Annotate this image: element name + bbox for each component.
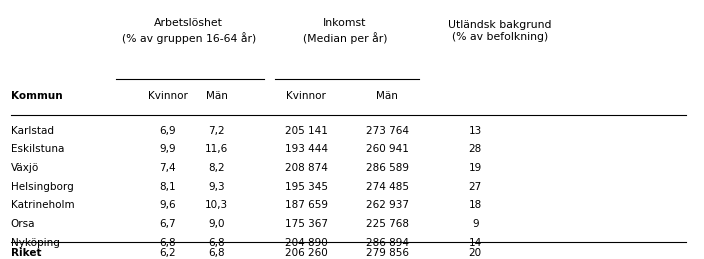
Text: Karlstad: Karlstad	[11, 126, 54, 136]
Text: 6,9: 6,9	[159, 126, 176, 136]
Text: 204 890: 204 890	[285, 238, 327, 248]
Text: 7,4: 7,4	[159, 163, 176, 173]
Text: 9,0: 9,0	[208, 219, 225, 229]
Text: Katrineholm: Katrineholm	[11, 200, 74, 210]
Text: 19: 19	[469, 163, 482, 173]
Text: 6,8: 6,8	[159, 238, 176, 248]
Text: 10,3: 10,3	[206, 200, 228, 210]
Text: Växjö: Växjö	[11, 163, 39, 173]
Text: 6,2: 6,2	[159, 248, 176, 257]
Text: 8,2: 8,2	[208, 163, 225, 173]
Text: 7,2: 7,2	[208, 126, 225, 136]
Text: 9,3: 9,3	[208, 182, 225, 192]
Text: 8,1: 8,1	[159, 182, 176, 192]
Text: 18: 18	[469, 200, 482, 210]
Text: 208 874: 208 874	[285, 163, 327, 173]
Text: 195 345: 195 345	[284, 182, 328, 192]
Text: Eskilstuna: Eskilstuna	[11, 145, 64, 154]
Text: 27: 27	[469, 182, 482, 192]
Text: Arbetslöshet
(% av gruppen 16-64 år): Arbetslöshet (% av gruppen 16-64 år)	[122, 18, 256, 44]
Text: 279 856: 279 856	[365, 248, 409, 257]
Text: 9,6: 9,6	[159, 200, 176, 210]
Text: Helsingborg: Helsingborg	[11, 182, 73, 192]
Text: Kvinnor: Kvinnor	[148, 91, 187, 101]
Text: Kvinnor: Kvinnor	[287, 91, 326, 101]
Text: 9: 9	[472, 219, 479, 229]
Text: Män: Män	[206, 91, 228, 101]
Text: 225 768: 225 768	[365, 219, 409, 229]
Text: 6,8: 6,8	[208, 238, 225, 248]
Text: Inkomst
(Median per år): Inkomst (Median per år)	[303, 18, 387, 44]
Text: Kommun: Kommun	[11, 91, 62, 101]
Text: 9,9: 9,9	[159, 145, 176, 154]
Text: 175 367: 175 367	[284, 219, 328, 229]
Text: 206 260: 206 260	[285, 248, 327, 257]
Text: 205 141: 205 141	[285, 126, 327, 136]
Text: 262 937: 262 937	[365, 200, 409, 210]
Text: 274 485: 274 485	[365, 182, 409, 192]
Text: Orsa: Orsa	[11, 219, 35, 229]
Text: 187 659: 187 659	[284, 200, 328, 210]
Text: Nyköping: Nyköping	[11, 238, 59, 248]
Text: 11,6: 11,6	[205, 145, 229, 154]
Text: 273 764: 273 764	[365, 126, 409, 136]
Text: 6,8: 6,8	[208, 248, 225, 257]
Text: Riket: Riket	[11, 248, 41, 257]
Text: Utländsk bakgrund
(% av befolkning): Utländsk bakgrund (% av befolkning)	[448, 20, 552, 42]
Text: 14: 14	[469, 238, 482, 248]
Text: 28: 28	[469, 145, 482, 154]
Text: 20: 20	[469, 248, 482, 257]
Text: Män: Män	[376, 91, 398, 101]
Text: 286 894: 286 894	[365, 238, 409, 248]
Text: 6,7: 6,7	[159, 219, 176, 229]
Text: 286 589: 286 589	[365, 163, 409, 173]
Text: 13: 13	[469, 126, 482, 136]
Text: 260 941: 260 941	[366, 145, 408, 154]
Text: 193 444: 193 444	[284, 145, 328, 154]
